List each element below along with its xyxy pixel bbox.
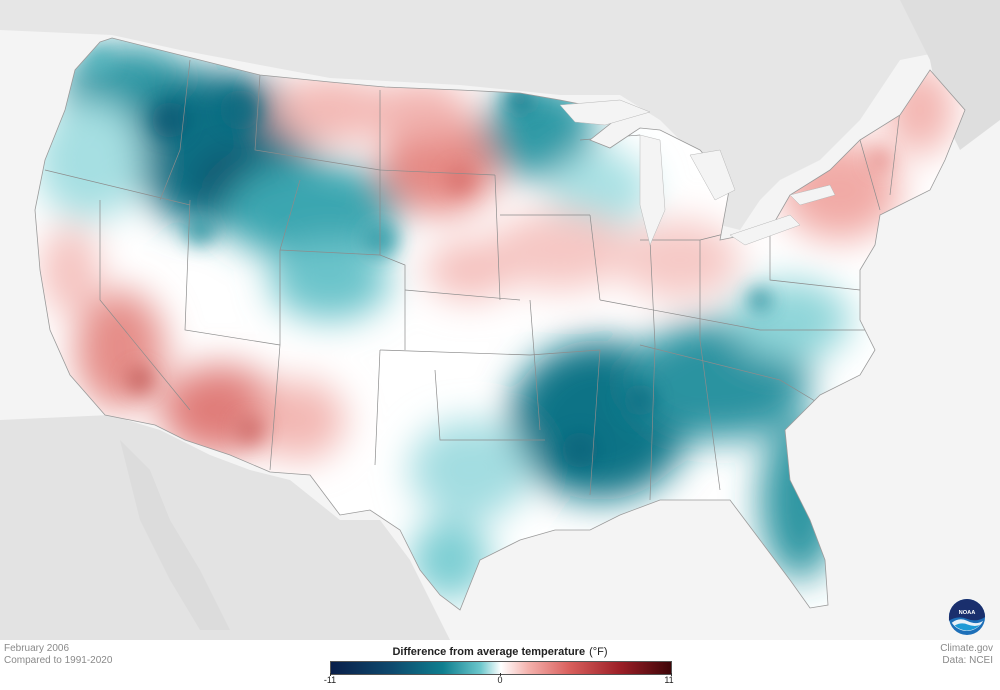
baseline-label: Compared to 1991-2020 (4, 655, 113, 666)
temperature-anomaly-map (0, 0, 1000, 640)
legend-min-label: -11 (323, 675, 337, 685)
credit-label: Climate.gov (940, 643, 993, 654)
legend-max-label: 11 (664, 675, 674, 685)
legend-mid-label: 0 (497, 675, 503, 685)
great-lakes (559, 99, 836, 246)
legend-title-text: Difference from average temperature (392, 646, 586, 658)
source-label: Data: NCEI (942, 655, 993, 666)
legend-tick-mark-max (671, 673, 672, 676)
state-boundaries (44, 59, 901, 501)
noaa-logo-text: NOAA (959, 610, 976, 616)
legend-unit: (°F) (589, 646, 608, 658)
surrounding-land (0, 0, 1000, 640)
date-label: February 2006 (4, 643, 70, 654)
footer-right: Climate.gov Data: NCEI (940, 643, 993, 667)
footer-left: February 2006 Compared to 1991-2020 (4, 643, 112, 667)
legend-tick-mark-min (330, 673, 331, 676)
legend-tick-mark-mid (500, 673, 501, 676)
footer: February 2006 Compared to 1991-2020 Diff… (0, 640, 1000, 690)
legend-title: Difference from average temperature (°F) (330, 646, 670, 658)
noaa-logo: NOAA (948, 598, 986, 636)
legend-color-bar (330, 661, 672, 675)
